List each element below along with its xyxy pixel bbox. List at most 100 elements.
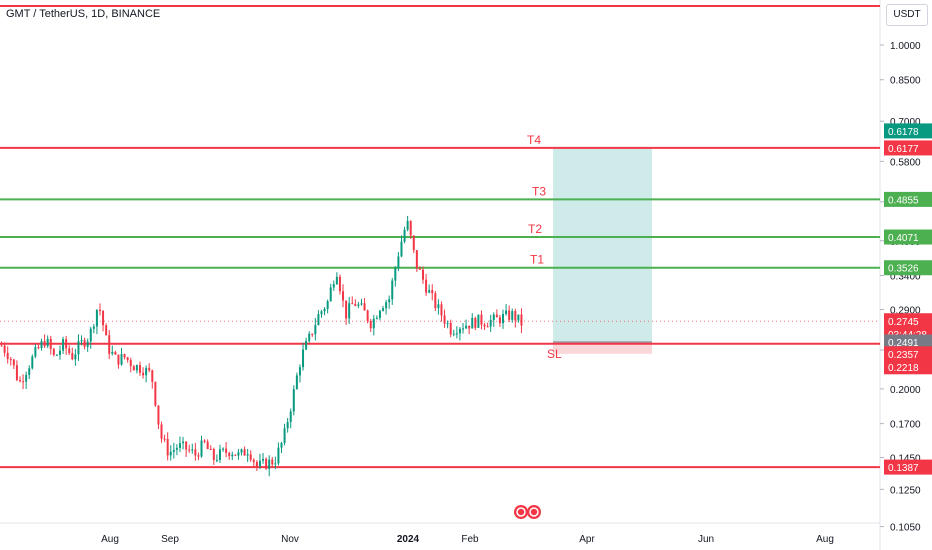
price-badge-t2: 0.4071 — [888, 233, 919, 244]
price-badge-entry-bg — [884, 334, 932, 350]
candle-body — [114, 351, 117, 355]
candle-body — [397, 256, 400, 268]
candle-body — [483, 324, 486, 327]
candle-body — [357, 304, 360, 306]
candle-body — [477, 314, 480, 328]
candle-body — [135, 365, 138, 371]
candle-body — [338, 276, 341, 292]
candle-body — [166, 438, 169, 456]
candle-body — [360, 303, 363, 305]
event-icon — [527, 505, 541, 519]
candle-body — [431, 290, 434, 294]
candle-body — [351, 303, 354, 305]
candle-body — [298, 367, 301, 376]
candle-body — [271, 459, 274, 465]
candle-body — [511, 311, 514, 320]
candle-body — [369, 320, 372, 329]
candle-body — [182, 441, 185, 444]
position-target-zone — [553, 147, 652, 342]
event-icon — [514, 505, 528, 519]
candle-body — [55, 354, 58, 356]
candle-body — [234, 454, 237, 456]
candle-body — [40, 341, 43, 349]
candle-body — [283, 428, 286, 443]
currency-button[interactable]: USDT — [886, 4, 928, 26]
candle-body — [120, 354, 123, 365]
price-badge-target-bg — [884, 123, 932, 139]
candle-body — [52, 348, 55, 355]
candle-body — [458, 328, 461, 334]
candle-body — [474, 318, 477, 328]
candle-body — [465, 325, 468, 329]
candle-body — [268, 459, 271, 469]
x-tick-label: Feb — [461, 534, 479, 545]
candle-body — [95, 309, 98, 327]
candle-body — [240, 449, 243, 453]
candle-body — [9, 359, 12, 361]
candle-body — [37, 347, 40, 349]
candle-body — [378, 310, 381, 318]
candle-body — [317, 314, 320, 326]
candle-body — [83, 340, 86, 347]
candle-body — [382, 308, 385, 311]
price-badge-stop-bg — [884, 346, 932, 362]
candle-body — [418, 268, 421, 270]
y-tick-label: 0.1250 — [890, 485, 921, 496]
candle-body — [175, 447, 178, 450]
candle-body — [0, 345, 3, 347]
candle-body — [277, 447, 280, 464]
candle-body — [468, 325, 471, 329]
candle-body — [311, 333, 314, 335]
candle-body — [452, 333, 455, 335]
candle-body — [22, 381, 25, 383]
price-badge-t1-bg — [884, 260, 932, 276]
candle-body — [68, 348, 71, 354]
candle-body — [400, 241, 403, 257]
candle-body — [203, 440, 206, 442]
candle-body — [15, 365, 18, 380]
candle-body — [200, 440, 203, 457]
candle-body — [345, 300, 348, 319]
candle-body — [320, 311, 323, 315]
candle-body — [105, 325, 108, 336]
candle-body — [308, 333, 311, 341]
candle-body — [246, 454, 249, 456]
candle-body — [18, 379, 21, 382]
candle-body — [25, 374, 28, 382]
candle-body — [197, 455, 200, 457]
candle-body — [480, 314, 483, 325]
y-tick-label: 0.7000 — [890, 117, 921, 128]
candle-body — [89, 328, 92, 342]
candle-body — [123, 354, 126, 358]
candle-body — [372, 318, 375, 329]
price-badge-target: 0.6178 — [888, 127, 919, 138]
price-badge-stop-lower-bg — [884, 359, 932, 375]
candle-body — [209, 449, 212, 451]
candle-body — [185, 441, 188, 450]
candle-body — [492, 314, 495, 321]
candle-body — [471, 318, 474, 329]
price-badge-low-bg — [884, 459, 932, 475]
candle-body — [28, 368, 31, 375]
candle-body — [98, 309, 101, 311]
y-tick-label: 0.5800 — [890, 157, 921, 168]
candle-body — [111, 351, 114, 354]
price-badge-t4: 0.6177 — [888, 144, 919, 155]
candle-body — [262, 458, 265, 461]
y-tick-label: 0.2000 — [890, 385, 921, 396]
candle-body — [329, 287, 332, 302]
candle-body — [108, 335, 111, 354]
candle-body — [218, 449, 221, 460]
candle-body — [222, 448, 225, 450]
price-badge-t1: 0.3526 — [888, 264, 919, 275]
candle-body — [314, 325, 317, 335]
candle-body — [92, 326, 95, 329]
candle-body — [74, 354, 77, 360]
candle-body — [366, 310, 369, 321]
y-tick-label: 0.2900 — [890, 306, 921, 317]
candle-body — [280, 442, 283, 448]
candle-body — [495, 314, 498, 318]
candle-body — [225, 448, 228, 453]
candle-body — [305, 340, 308, 350]
